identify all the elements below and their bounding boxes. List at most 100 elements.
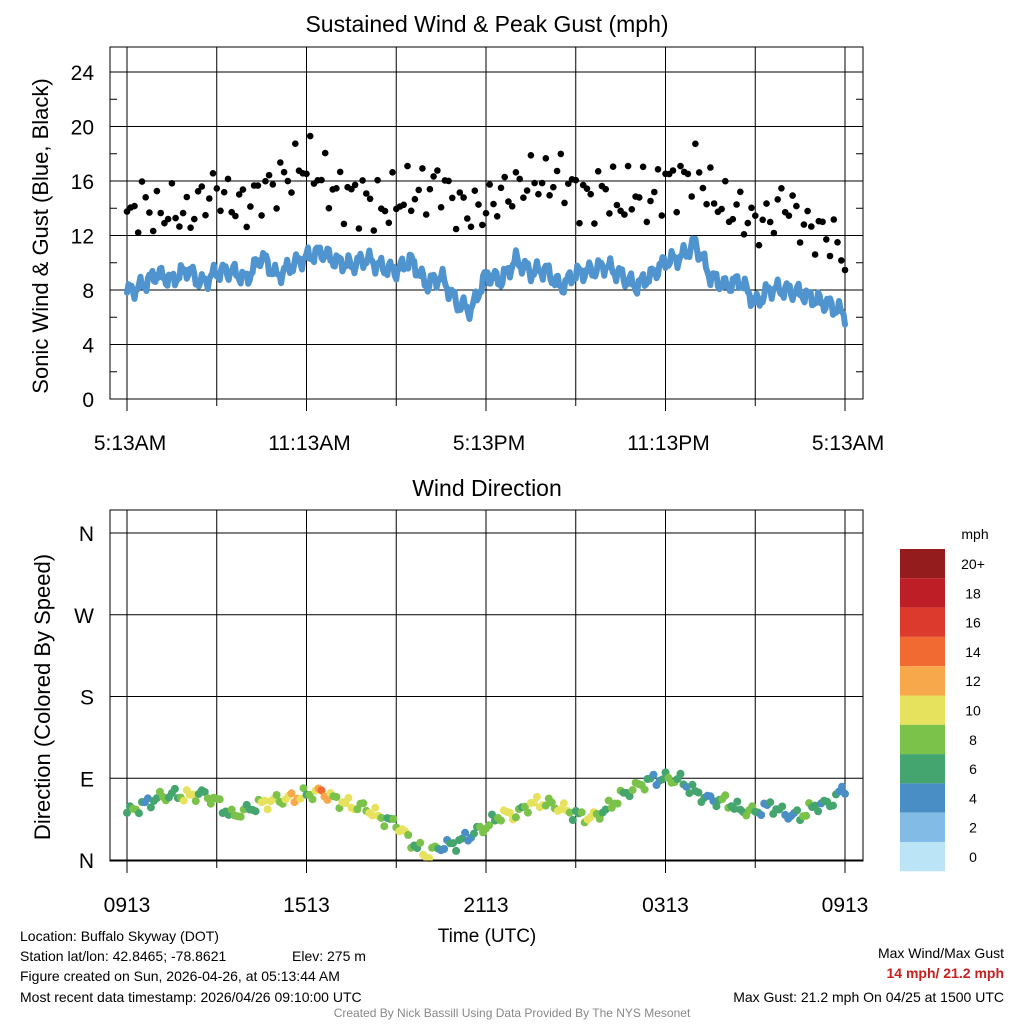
gust-point — [606, 210, 613, 217]
gust-point — [838, 257, 845, 264]
legend-label: 12 — [965, 673, 981, 689]
direction-point — [556, 805, 565, 814]
wind-direction-yticks: N E S W N — [74, 523, 94, 873]
xtick-label: 11:13PM — [627, 432, 710, 455]
gust-point — [740, 231, 748, 238]
gust-point — [482, 209, 490, 217]
max-wind-values: 14 mph/ 21.2 mph — [886, 965, 1004, 981]
gust-point — [336, 168, 344, 176]
direction-points — [123, 768, 849, 863]
direction-point — [568, 816, 577, 824]
gust-point — [206, 195, 213, 202]
gust-point — [306, 132, 314, 140]
gust-point — [355, 225, 363, 232]
direction-point — [814, 807, 823, 816]
direction-point — [236, 812, 245, 821]
gust-point — [348, 185, 355, 193]
direction-point — [841, 789, 849, 798]
gust-point — [841, 266, 849, 274]
direction-point — [188, 790, 197, 799]
gust-point — [654, 166, 662, 173]
gust-point — [191, 215, 198, 223]
gust-point — [512, 169, 520, 176]
gust-point — [273, 205, 280, 212]
gust-point — [830, 216, 838, 223]
ytick-label: 24 — [71, 62, 95, 85]
legend-swatch — [900, 812, 945, 842]
gust-point — [411, 195, 419, 203]
direction-point — [299, 784, 308, 793]
direction-point — [676, 769, 685, 778]
gust-point — [370, 227, 378, 234]
gust-point — [755, 241, 763, 249]
direction-point — [625, 792, 634, 801]
direction-point — [757, 811, 766, 819]
gust-point — [677, 162, 684, 170]
direction-point — [323, 795, 332, 804]
gust-point — [460, 194, 467, 201]
gust-point — [176, 223, 183, 230]
gust-point — [422, 211, 430, 218]
gust-point — [752, 212, 759, 219]
direction-point — [179, 796, 188, 805]
direction-point — [793, 806, 802, 815]
gust-point — [280, 168, 288, 176]
gust-points — [123, 132, 849, 274]
gust-point — [232, 212, 239, 220]
direction-point — [802, 811, 811, 820]
gust-point — [277, 159, 284, 166]
gust-point — [220, 188, 228, 196]
gust-point — [523, 187, 531, 194]
gust-point — [823, 236, 830, 243]
gust-point — [572, 176, 580, 184]
utc-tick-label: 2113 — [463, 894, 508, 917]
legend-swatch — [900, 695, 945, 725]
gust-point — [486, 181, 494, 188]
xtick-label: 11:13AM — [268, 432, 351, 455]
station-elev: Elev: 275 m — [292, 948, 366, 964]
gust-point — [763, 200, 770, 207]
gust-point — [198, 183, 206, 190]
gust-point — [452, 225, 460, 233]
gust-point — [707, 164, 714, 171]
gust-point — [183, 193, 191, 201]
wind-direction-xticks: 0913 1513 2113 0313 0913 — [104, 861, 869, 917]
gust-point — [493, 213, 501, 220]
gust-point — [415, 186, 423, 194]
direction-point — [215, 795, 224, 804]
direction-point — [308, 795, 317, 804]
gust-point — [202, 211, 209, 219]
gust-point — [209, 170, 217, 177]
gust-point — [247, 203, 254, 210]
direction-point — [658, 775, 667, 784]
direction-point — [200, 788, 209, 796]
legend-label: 6 — [969, 761, 977, 777]
xtick-label: 5:13AM — [94, 432, 166, 455]
gust-point — [292, 140, 299, 147]
direction-point — [251, 807, 260, 816]
direction-tick-label: N — [79, 523, 94, 546]
utc-tick-label: 0913 — [822, 894, 869, 917]
gust-point — [583, 185, 591, 192]
gust-point — [531, 179, 538, 187]
gust-point — [804, 207, 811, 215]
direction-tick-label: W — [74, 605, 94, 628]
gust-point — [359, 177, 366, 184]
gust-point — [194, 188, 202, 195]
utc-tick-label: 0913 — [104, 894, 151, 917]
gust-point — [688, 193, 695, 200]
direction-point — [601, 805, 610, 814]
legend-swatch — [900, 783, 945, 813]
direction-point — [470, 829, 478, 838]
gust-point — [149, 227, 157, 235]
gust-point — [744, 219, 752, 227]
gust-point — [164, 215, 172, 223]
gust-point — [766, 218, 774, 226]
gust-point — [366, 195, 374, 203]
legend-items: 20+ 18 16 14 12 10 8 6 4 2 0 — [900, 549, 985, 872]
gust-point — [759, 216, 766, 224]
credit-line: Created By Nick Bassill Using Data Provi… — [333, 1006, 691, 1020]
gust-point — [445, 177, 452, 185]
direction-tick-label: S — [80, 687, 94, 710]
gust-point — [520, 194, 527, 201]
